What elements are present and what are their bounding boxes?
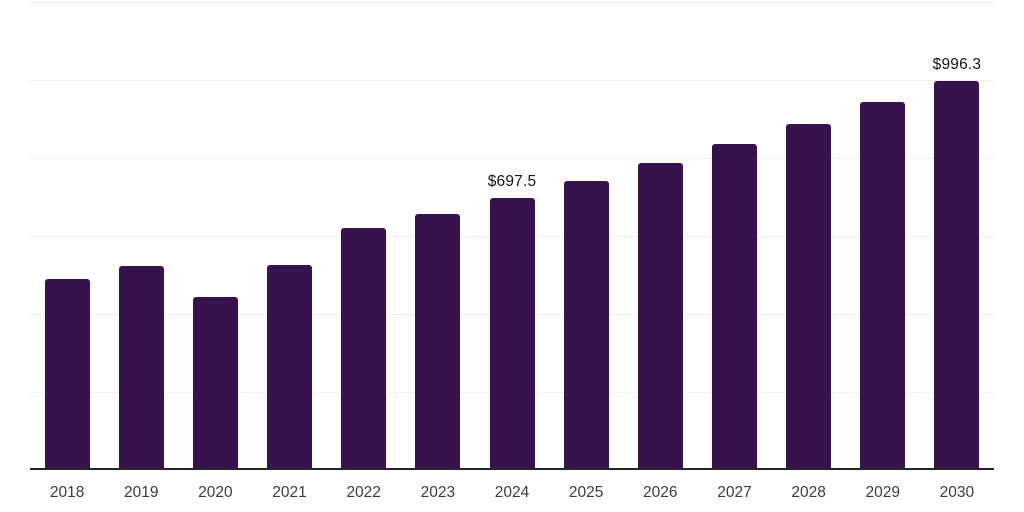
gridline-1200	[30, 2, 994, 3]
x-tick-2024: 2024	[494, 484, 530, 501]
x-axis: 2018 2019 2020 2021 2022 2023 2024 2025 2026 2027…	[30, 483, 994, 503]
bar-2027	[711, 144, 757, 470]
bar-2030	[934, 81, 980, 470]
plot-area: $697.5 $996.3	[30, 2, 994, 470]
gridline-800	[30, 158, 994, 159]
x-tick-2022: 2022	[346, 484, 381, 501]
bar-2019	[118, 266, 164, 470]
x-tick-2027: 2027	[717, 484, 752, 501]
bar-2021	[267, 264, 313, 470]
bar-2020	[192, 296, 238, 470]
bar-2029	[860, 102, 906, 470]
gridline-1000	[30, 80, 994, 81]
x-tick-2029: 2029	[865, 484, 900, 501]
bar-2026	[637, 163, 683, 470]
x-tick-2018: 2018	[49, 484, 85, 501]
x-tick-2025: 2025	[568, 484, 604, 501]
bar-2018	[44, 278, 90, 470]
bar-2024	[489, 197, 535, 470]
x-tick-2028: 2028	[791, 484, 826, 501]
data-label-2030: $996.3	[932, 56, 982, 74]
x-tick-2030: 2030	[939, 484, 975, 501]
bar-2023	[415, 213, 461, 470]
x-tick-2021: 2021	[272, 484, 307, 501]
x-tick-2020: 2020	[198, 484, 233, 501]
bar-2025	[563, 181, 609, 470]
bar-2022	[341, 227, 387, 470]
data-label-2024: $697.5	[487, 172, 537, 190]
x-axis-line	[30, 468, 994, 470]
x-tick-2023: 2023	[420, 484, 456, 501]
x-tick-2026: 2026	[643, 484, 678, 501]
bar-2028	[786, 124, 832, 470]
x-tick-2019: 2019	[123, 484, 159, 501]
